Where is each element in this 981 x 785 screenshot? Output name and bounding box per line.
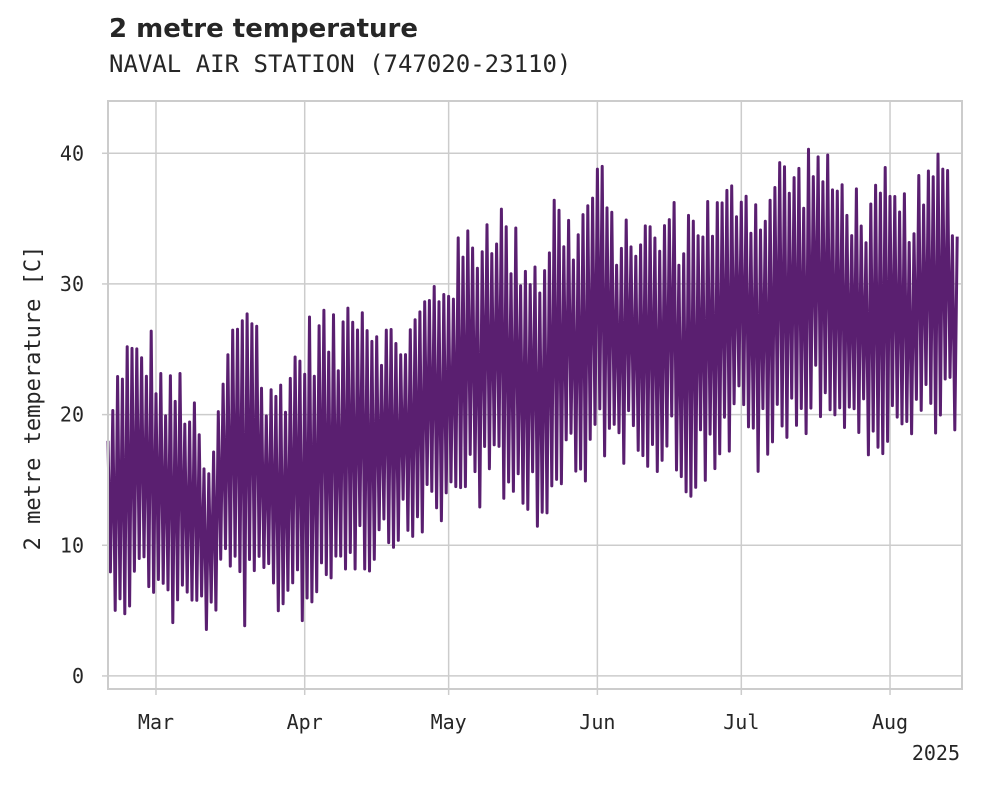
x-axis-year-label: 2025 — [912, 741, 960, 765]
y-tick-label: 0 — [72, 664, 84, 688]
y-tick-label: 20 — [60, 403, 84, 427]
chart-title: 2 metre temperature — [109, 14, 418, 44]
x-tick-label: Apr — [287, 710, 323, 734]
temperature-series-line — [106, 147, 959, 631]
x-tick-label: May — [431, 710, 467, 734]
y-tick-label: 10 — [60, 533, 84, 557]
x-axis-ticks: Mar Apr May Jun Jul Aug — [138, 689, 908, 734]
x-tick-label: Jun — [579, 710, 615, 734]
y-axis-label: 2 metre temperature [C] — [21, 246, 46, 551]
y-tick-label: 40 — [60, 141, 84, 165]
x-tick-label: Jul — [723, 710, 759, 734]
x-tick-label: Aug — [872, 710, 908, 734]
plot-frame — [107, 100, 963, 690]
x-tick-label: Mar — [138, 710, 174, 734]
series-line — [106, 147, 959, 631]
y-tick-label: 30 — [60, 272, 84, 296]
y-axis-ticks: 0 10 20 30 40 — [60, 141, 108, 688]
chart-subtitle: NAVAL AIR STATION (747020-23110) — [109, 50, 572, 78]
